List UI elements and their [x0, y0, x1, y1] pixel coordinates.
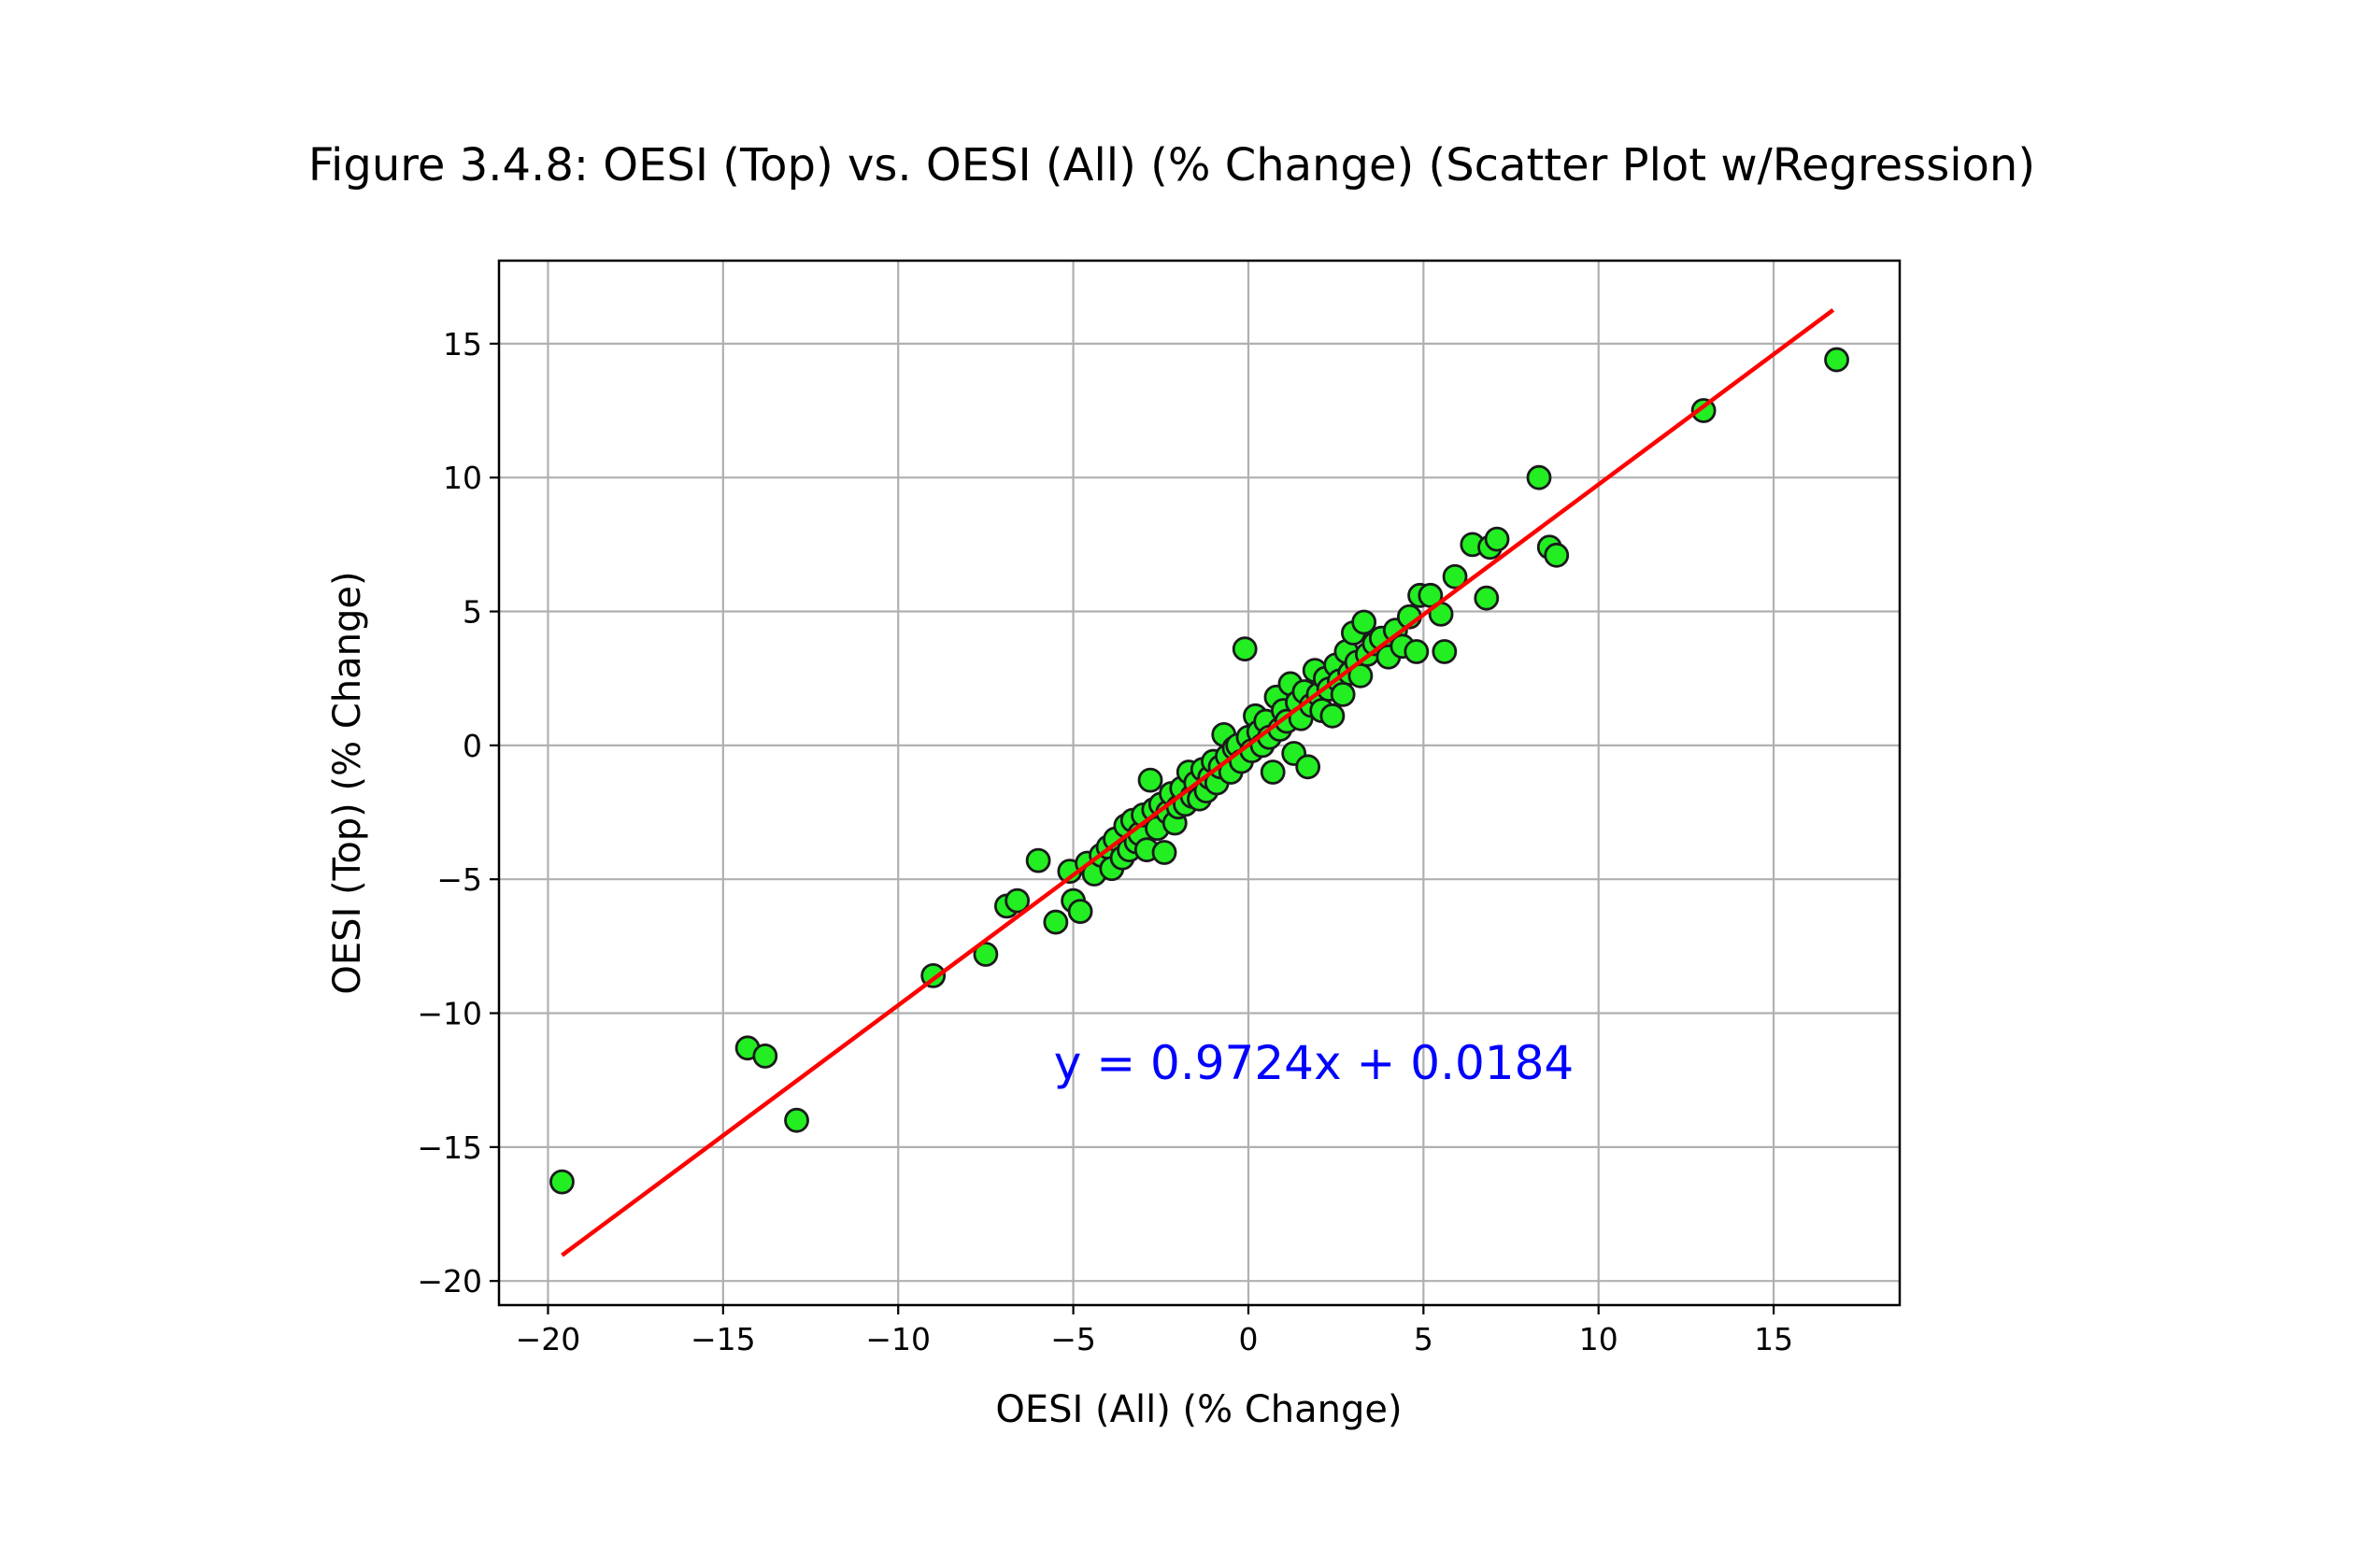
regression-line-group	[561, 308, 1835, 1257]
y-axis-ticks: −20 −15 −10 −5 0 5 10 15	[417, 326, 499, 1299]
data-point	[1442, 563, 1468, 589]
data-point	[1005, 888, 1031, 914]
x-axis-label: OESI (All) (% Change)	[995, 1388, 1402, 1431]
data-point	[1544, 542, 1570, 568]
data-point	[1474, 585, 1500, 611]
data-point	[1690, 398, 1717, 423]
grid	[499, 261, 1900, 1305]
plot-area	[497, 259, 1902, 1307]
data-point	[1351, 609, 1377, 635]
y-tick-label: 0	[463, 728, 482, 764]
data-point	[973, 942, 999, 967]
y-tick-label: −5	[436, 861, 482, 898]
data-point	[1319, 703, 1346, 729]
data-point	[1151, 840, 1177, 865]
data-point	[784, 1107, 809, 1133]
data-point	[1824, 347, 1849, 373]
y-tick-label: −15	[417, 1129, 482, 1166]
regression-line	[561, 308, 1835, 1257]
x-tick-label: −15	[691, 1321, 756, 1357]
y-tick-label: 15	[443, 326, 482, 362]
data-point	[1295, 754, 1321, 780]
data-point	[1232, 636, 1258, 662]
data-point	[752, 1044, 778, 1069]
x-tick-label: −10	[865, 1321, 931, 1357]
x-axis-ticks: −20 −15 −10 −5 0 5 10 15	[516, 1305, 1793, 1357]
chart-title: Figure 3.4.8: OESI (Top) vs. OESI (All) …	[308, 139, 2035, 192]
x-tick-label: −5	[1050, 1321, 1096, 1357]
data-point	[1404, 639, 1430, 664]
data-points	[549, 347, 1849, 1195]
x-tick-label: 10	[1579, 1321, 1618, 1357]
data-point	[1260, 760, 1286, 785]
regression-equation: y = 0.9724x + 0.0184	[1054, 1036, 1574, 1090]
data-point	[1432, 639, 1458, 664]
data-point	[1526, 464, 1552, 490]
data-point	[1067, 899, 1093, 924]
data-point	[1137, 767, 1163, 793]
data-point	[549, 1169, 575, 1195]
x-tick-label: 5	[1414, 1321, 1433, 1357]
y-tick-label: −10	[417, 996, 482, 1032]
x-tick-label: 0	[1238, 1321, 1258, 1357]
data-point	[1043, 909, 1069, 935]
data-point	[1418, 582, 1444, 608]
y-axis-label: OESI (Top) (% Change)	[326, 571, 369, 994]
data-point	[1025, 847, 1051, 873]
data-point	[1484, 526, 1510, 552]
y-tick-label: 10	[443, 460, 482, 496]
x-tick-label: −20	[516, 1321, 581, 1357]
data-point	[1330, 682, 1356, 707]
y-tick-label: −20	[417, 1263, 482, 1299]
x-tick-label: 15	[1754, 1321, 1793, 1357]
y-tick-label: 5	[463, 594, 482, 631]
